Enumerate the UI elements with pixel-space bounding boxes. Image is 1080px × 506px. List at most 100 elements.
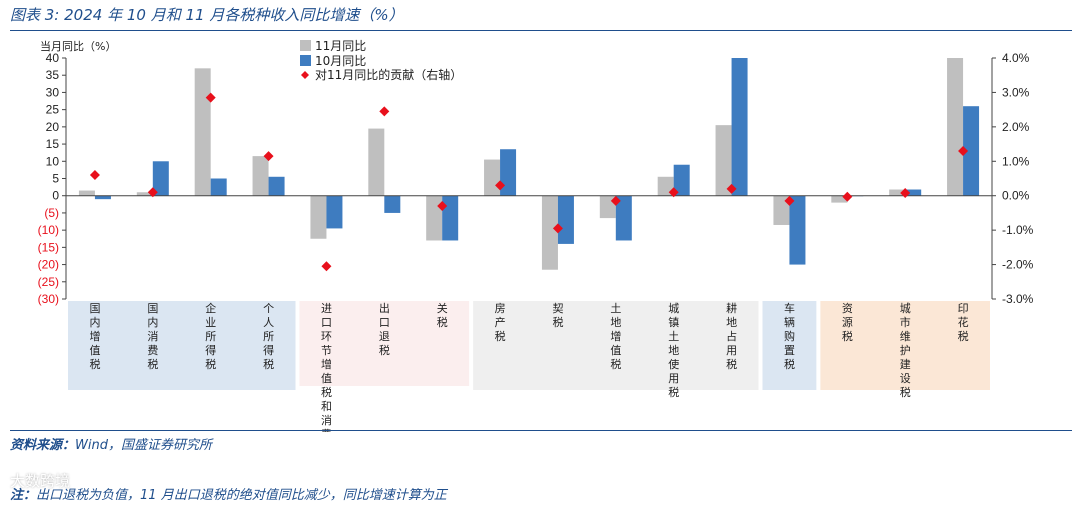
category-label-char: 内	[147, 315, 158, 329]
category-label-char: 值	[610, 344, 621, 357]
category-label-char: 进	[321, 302, 332, 315]
category-label-char: 建	[900, 357, 911, 371]
marker-contribution	[552, 223, 563, 234]
category-group-band	[299, 301, 470, 386]
category-label-char: 税	[89, 357, 100, 371]
category-label-char: 税	[900, 385, 911, 399]
marker-contribution	[958, 145, 969, 156]
bar-nov	[773, 195, 790, 225]
category-label-char: 税	[147, 357, 158, 371]
category-label: 耕地占用税	[726, 301, 737, 371]
right-axis-tick-label: 1.0%	[1002, 154, 1030, 168]
bar-nov	[194, 68, 211, 196]
category-label-char: 辆	[784, 315, 795, 329]
bar-nov	[715, 125, 732, 196]
category-label: 资源税	[842, 302, 853, 343]
source-line: 资料来源：Wind，国盛证券研究所	[10, 434, 212, 453]
legend-label-nov: 11月同比	[315, 39, 366, 53]
category-label: 城市维护建设税	[900, 302, 911, 399]
note-line: 注：出口退税为负值，11 月出口退税的绝对值同比减少，同比增速计算为正	[10, 484, 447, 503]
bar-nov	[78, 190, 95, 196]
legend-label-contribution: 对11月同比的贡献（右轴）	[315, 67, 462, 82]
category-label-char: 税	[437, 315, 448, 329]
bar-nov	[484, 159, 501, 196]
category-label-char: 城	[900, 302, 911, 315]
category-label-char: 用	[726, 344, 737, 357]
bar-oct	[557, 195, 574, 244]
category-label-char: 税	[668, 385, 679, 399]
bar-nov	[368, 128, 385, 196]
bar-nov	[541, 195, 558, 270]
bar-nov	[426, 195, 443, 241]
category-label-char: 税	[610, 357, 621, 371]
bar-oct	[210, 178, 227, 196]
title-rule	[10, 30, 1072, 31]
category-label-char: 国	[147, 302, 158, 315]
category-label: 企业所得税	[205, 301, 216, 371]
category-label-char: 产	[495, 315, 506, 329]
left-axis-tick-label: (10)	[38, 223, 59, 237]
category-label-char: 地	[668, 344, 679, 357]
category-label-char: 设	[900, 372, 911, 385]
bar-nov	[252, 156, 269, 196]
category-group-band	[762, 301, 817, 390]
category-label-char: 维	[900, 330, 911, 343]
bar-nov	[136, 192, 153, 196]
bar-oct	[963, 106, 980, 196]
category-label-char: 使	[668, 358, 679, 371]
bar-oct	[94, 195, 111, 200]
left-axis-tick-label: 25	[46, 103, 60, 117]
category-group-band	[68, 301, 296, 390]
category-label-char: 购	[784, 329, 795, 343]
category-label: 关税	[437, 301, 448, 329]
category-label-char: 个	[263, 302, 274, 315]
category-label: 土地增值税	[610, 302, 621, 371]
category-label-char: 税	[958, 329, 969, 343]
category-label-char: 资	[842, 302, 853, 315]
category-label: 出口退税	[379, 301, 390, 357]
bar-oct	[673, 164, 690, 196]
bar-oct	[326, 195, 343, 229]
bar-oct	[384, 195, 401, 213]
category-label-char: 税	[263, 357, 274, 371]
category-label-char: 税	[321, 385, 332, 399]
category-label: 城镇土地使用税	[668, 302, 679, 399]
source-text: Wind，国盛证券研究所	[75, 438, 212, 453]
category-label-char: 增	[89, 329, 100, 343]
marker-contribution	[610, 195, 621, 206]
legend-marker-contribution	[301, 71, 309, 79]
category-label-char: 税	[379, 343, 390, 357]
category-label-char: 增	[321, 357, 332, 371]
marker-contribution	[900, 187, 911, 198]
category-label-char: 人	[263, 316, 274, 329]
category-label-char: 税	[842, 329, 853, 343]
category-label: 个人所得税	[263, 302, 274, 371]
footer-rule	[10, 430, 1072, 431]
category-label-char: 所	[263, 330, 274, 343]
category-label-char: 出	[379, 301, 390, 315]
bar-nov	[831, 195, 848, 203]
category-label-char: 环	[321, 330, 332, 343]
category-label-char: 税	[205, 357, 216, 371]
category-label-char: 税	[495, 329, 506, 343]
category-label-char: 企	[205, 301, 216, 315]
category-label: 车辆购置税	[784, 301, 795, 371]
right-axis-tick-label: 4.0%	[1002, 51, 1030, 65]
right-axis-tick-label: 2.0%	[1002, 120, 1030, 134]
category-label: 房产税	[495, 302, 506, 343]
marker-contribution	[495, 180, 506, 191]
category-label-char: 口	[321, 316, 332, 329]
category-label-char: 值	[321, 372, 332, 385]
marker-contribution	[379, 106, 390, 117]
category-label-char: 所	[205, 330, 216, 343]
category-label-char: 节	[321, 344, 332, 357]
category-label-char: 税	[784, 357, 795, 371]
category-label-char: 业	[205, 316, 216, 329]
category-label-char: 退	[379, 330, 390, 343]
category-label-char: 费	[147, 344, 158, 357]
marker-contribution	[321, 261, 332, 272]
category-label-char: 置	[784, 344, 795, 357]
right-axis-tick-label: -3.0%	[1002, 292, 1034, 306]
category-label: 进口环节增值税和消费税	[321, 302, 332, 432]
category-label: 国内增值税	[89, 302, 100, 371]
